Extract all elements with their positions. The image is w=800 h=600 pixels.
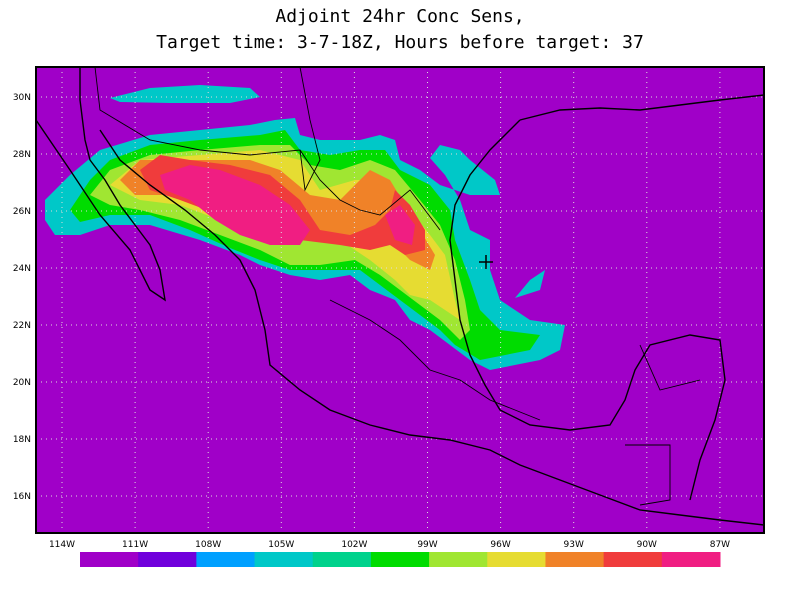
colorbar-segment [312, 552, 372, 567]
borders [94, 67, 701, 506]
contour [110, 85, 260, 103]
lat-label: 22N [13, 321, 31, 331]
coastline [36, 67, 166, 302]
lon-label: 108W [195, 540, 221, 550]
colorbar-segment [545, 552, 605, 567]
contour [515, 270, 545, 298]
lat-label: 24N [13, 264, 31, 274]
lat-label: 20N [13, 378, 31, 388]
lat-label: 26N [13, 207, 31, 217]
lon-label: 87W [710, 540, 730, 550]
subtitle: Target time: 3-7-18Z, Hours before targe… [156, 32, 644, 53]
lon-label: 99W [417, 540, 437, 550]
border [329, 299, 541, 421]
axis-labels: 30N 28N 26N 24N 22N 20N 18N 16N 114W 111W 108W 105W… [13, 93, 730, 550]
contours [45, 85, 565, 370]
border [625, 444, 671, 506]
colorbar-segment [138, 552, 197, 567]
colorbar-segment [254, 552, 314, 567]
coastline [99, 129, 764, 526]
contour [385, 205, 415, 245]
title: Adjoint 24hr Conc Sens, [275, 6, 524, 27]
map-frame [35, 66, 765, 534]
lat-label: 18N [13, 435, 31, 445]
border [639, 344, 701, 391]
lon-label: 96W [490, 540, 510, 550]
colorbar-segment [429, 552, 488, 567]
border [299, 67, 321, 192]
lat-label: 28N [13, 150, 31, 160]
lon-label: 114W [49, 540, 75, 550]
colorbar-segment [80, 552, 139, 567]
colorbar-segment [661, 552, 721, 567]
coastline [449, 119, 726, 501]
colorbar-segment [196, 552, 256, 567]
border [94, 67, 441, 231]
lon-label: 102W [341, 540, 367, 550]
colorbar-segment [370, 552, 430, 567]
lon-label: 111W [122, 540, 148, 550]
lon-label: 93W [564, 540, 584, 550]
colorbar-segment [487, 552, 546, 567]
map-area [36, 67, 764, 533]
lon-label: 90W [637, 540, 657, 550]
colorbar-segment [603, 552, 663, 567]
contour [160, 165, 310, 245]
colorbar [80, 552, 721, 567]
lon-label: 105W [268, 540, 294, 550]
lat-label: 16N [13, 492, 31, 502]
coastlines [36, 67, 764, 526]
lat-label: 30N [13, 93, 31, 103]
coastline [519, 94, 764, 121]
target-marker [479, 255, 493, 269]
